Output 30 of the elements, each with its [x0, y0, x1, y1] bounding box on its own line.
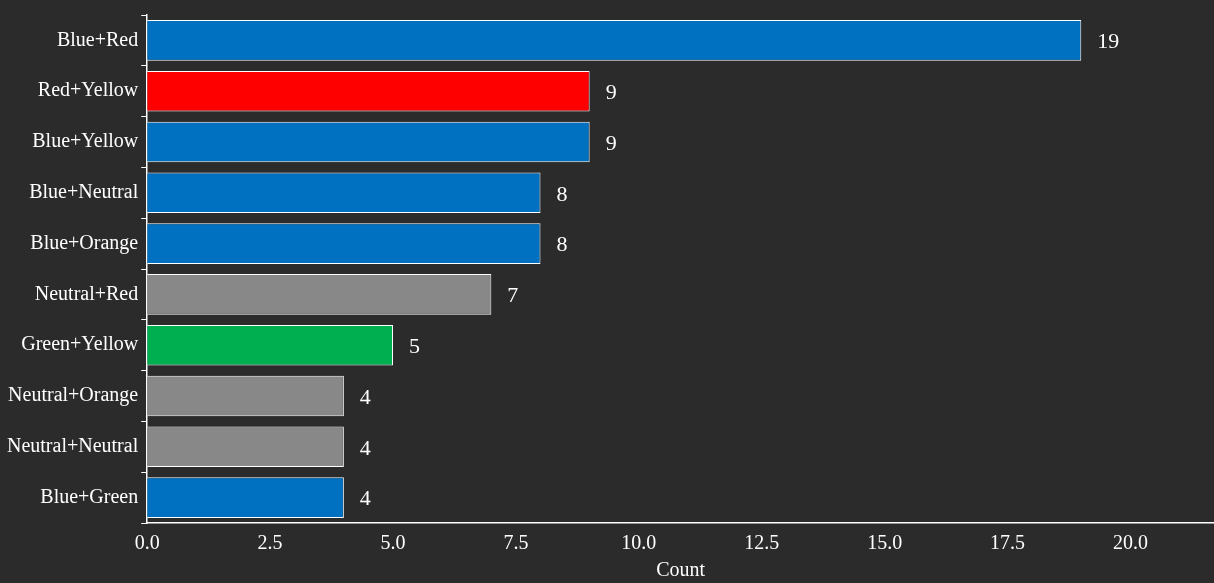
- y-tick-label: Blue+Green: [40, 484, 139, 507]
- x-tick-label: 7.5: [503, 531, 529, 554]
- data-label: 19: [1097, 28, 1120, 54]
- data-label: 5: [409, 332, 421, 358]
- y-tick-label: Neutral+Red: [34, 281, 139, 304]
- data-label: 4: [359, 485, 371, 511]
- y-tick-label: Neutral+Neutral: [6, 434, 139, 457]
- y-tick-label: Green+Yellow: [21, 332, 139, 355]
- data-label: 4: [359, 383, 371, 409]
- x-tick-label: 12.5: [744, 531, 780, 554]
- data-label: 9: [605, 78, 617, 104]
- x-tick-label: 17.5: [990, 531, 1026, 554]
- y-tick-label: Blue+Orange: [30, 230, 139, 254]
- y-tick-label: Red+Yellow: [37, 78, 139, 101]
- x-tick-label: 10.0: [621, 531, 657, 554]
- x-tick-label: 5.0: [380, 531, 406, 554]
- data-label: 9: [605, 129, 617, 155]
- y-tick-label: Blue+Yellow: [32, 129, 139, 152]
- data-label: 7: [507, 282, 519, 308]
- x-tick-label: 20.0: [1112, 531, 1148, 554]
- x-tick-label: 15.0: [867, 531, 903, 554]
- y-tick-label: Blue+Neutral: [29, 180, 139, 203]
- y-tick-label: Blue+Red: [56, 27, 139, 50]
- data-label: 8: [556, 180, 568, 206]
- x-axis-title: Count: [656, 558, 706, 581]
- data-label: 4: [359, 434, 371, 460]
- x-tick-label: 2.5: [257, 531, 283, 554]
- x-tick-label: 0.0: [134, 531, 160, 554]
- data-label: 8: [556, 231, 568, 257]
- y-tick-label: Neutral+Orange: [8, 383, 139, 407]
